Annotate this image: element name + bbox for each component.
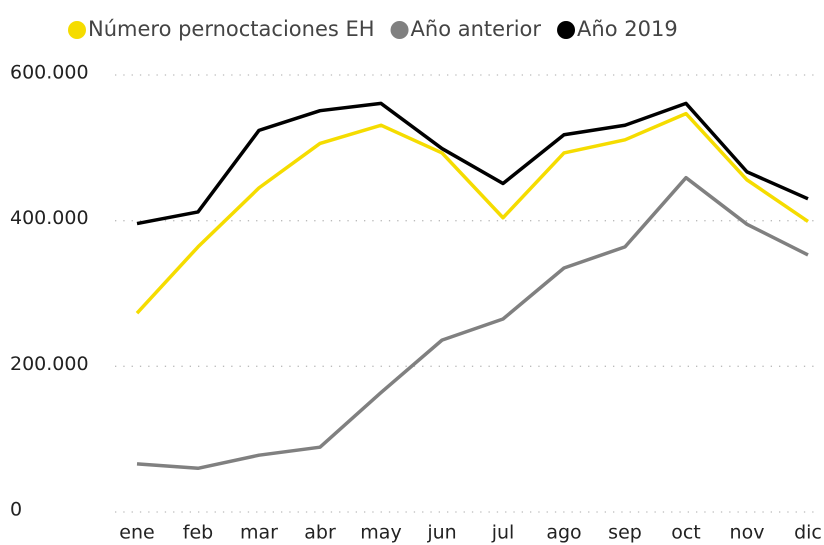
legend-label: Año 2019 <box>577 17 678 41</box>
x-tick-label: may <box>360 522 401 544</box>
x-tick-label: jun <box>426 522 456 544</box>
series-line <box>135 111 809 315</box>
x-tick-label: ene <box>119 522 154 544</box>
legend-swatch <box>390 21 409 39</box>
legend-label: Año anterior <box>411 17 542 41</box>
legend-label: Número pernoctaciones EH <box>88 17 375 41</box>
x-tick-label: abr <box>304 522 336 544</box>
x-tick-label: mar <box>240 522 278 544</box>
series-line <box>136 175 809 471</box>
x-tick-label: dic <box>794 522 822 544</box>
x-tick-label: sep <box>608 522 642 544</box>
x-tick-label: ago <box>546 522 581 544</box>
legend: Número pernoctaciones EH Año anterior Año … <box>68 17 678 41</box>
legend-swatch <box>68 21 86 39</box>
y-tick-label: 600.000 <box>10 62 89 84</box>
x-tick-label: oct <box>671 522 701 544</box>
y-tick-label: 0 <box>10 499 22 521</box>
x-tick-label: feb <box>183 522 213 544</box>
y-tick-label: 200.000 <box>10 353 89 375</box>
x-tick-label: jul <box>491 522 515 544</box>
y-tick-label: 400.000 <box>10 207 89 229</box>
series-line <box>136 101 809 226</box>
legend-swatch <box>557 21 576 39</box>
x-tick-label: nov <box>730 522 765 544</box>
